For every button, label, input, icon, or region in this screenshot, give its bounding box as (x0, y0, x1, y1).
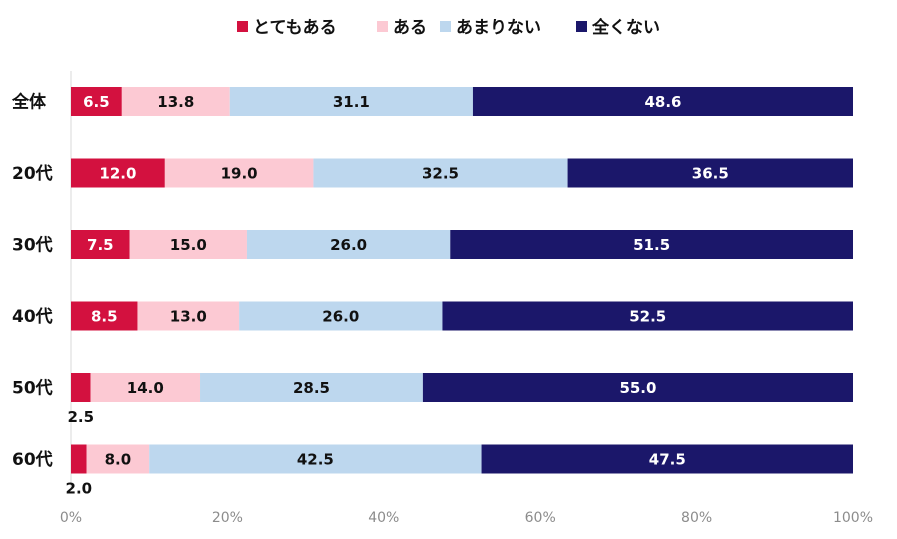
legend-label: 全くない (591, 17, 660, 38)
data-label: 12.0 (99, 165, 136, 183)
x-tick-label: 40% (368, 510, 399, 526)
data-label: 28.5 (293, 379, 330, 397)
bar-segment (137, 301, 240, 331)
data-label: 42.5 (297, 451, 334, 469)
data-label: 7.5 (87, 236, 114, 254)
data-label: 47.5 (649, 451, 686, 469)
bar-segment (71, 301, 138, 331)
x-tick-label: 0% (60, 510, 82, 526)
bar-segment (90, 373, 201, 402)
bar-segment (86, 444, 150, 474)
legend: とてもある ある あまりない 全くない (237, 17, 660, 38)
bar-segment (313, 158, 568, 188)
bar-segment (149, 444, 482, 474)
x-tick-label: 60% (525, 510, 556, 526)
category-labels: 全体 20代 30代 40代 50代 60代 (11, 92, 53, 471)
bar-segment (450, 230, 853, 259)
bar-area: 6.5 13.8 31.1 48.6 12.0 19.0 32.5 36.5 7.5 15.0 26… (66, 87, 853, 498)
category-label: 50代 (12, 378, 53, 399)
data-label: 14.0 (127, 379, 164, 397)
x-tick-label: 100% (833, 510, 873, 526)
data-label: 36.5 (692, 165, 729, 183)
legend-swatch (440, 21, 451, 32)
data-label: 2.0 (66, 480, 93, 498)
data-label: 19.0 (221, 165, 258, 183)
legend-swatch (237, 21, 248, 32)
bar-segment (229, 87, 473, 116)
data-label: 8.5 (91, 308, 118, 326)
data-label: 6.5 (83, 93, 110, 111)
bar-segment (422, 373, 853, 402)
data-label: 8.0 (105, 451, 132, 469)
data-label: 26.0 (322, 308, 359, 326)
category-label: 30代 (12, 235, 53, 256)
bar-segment (246, 230, 451, 259)
x-tick-label: 80% (681, 510, 712, 526)
data-label: 55.0 (619, 379, 656, 397)
bar-segment (129, 230, 247, 259)
bar-segment (71, 373, 91, 402)
bar-segment (71, 230, 130, 259)
category-label: 40代 (12, 306, 53, 327)
data-label: 52.5 (629, 308, 666, 326)
bar-segment (71, 444, 87, 474)
data-label: 13.0 (170, 308, 207, 326)
bar-segment (121, 87, 230, 116)
data-label: 13.8 (157, 93, 194, 111)
data-label: 26.0 (330, 236, 367, 254)
legend-swatch (576, 21, 587, 32)
bar-segment (472, 87, 853, 116)
category-label: 20代 (12, 163, 53, 184)
legend-label: ある (393, 18, 427, 38)
bar-segment (481, 444, 853, 474)
bar-segment (164, 158, 314, 188)
x-tick-label: 20% (212, 510, 243, 526)
data-label: 32.5 (422, 165, 459, 183)
x-axis-ticks: 0% 20% 40% 60% 80% 100% (60, 510, 873, 526)
legend-label: あまりない (456, 18, 541, 38)
bar-segment (239, 301, 443, 331)
bar-segment (71, 158, 165, 188)
bar-segment (567, 158, 853, 188)
data-label: 51.5 (633, 236, 670, 254)
bar-segment (442, 301, 853, 331)
legend-label: とてもある (253, 18, 337, 38)
data-label: 31.1 (333, 93, 370, 111)
data-label: 15.0 (170, 236, 207, 254)
data-label: 2.5 (67, 408, 94, 426)
bar-segment (200, 373, 423, 402)
category-label: 60代 (12, 449, 53, 470)
legend-swatch (377, 21, 388, 32)
category-label: 全体 (11, 92, 47, 113)
data-label: 48.6 (644, 93, 681, 111)
bar-segment (71, 87, 122, 116)
